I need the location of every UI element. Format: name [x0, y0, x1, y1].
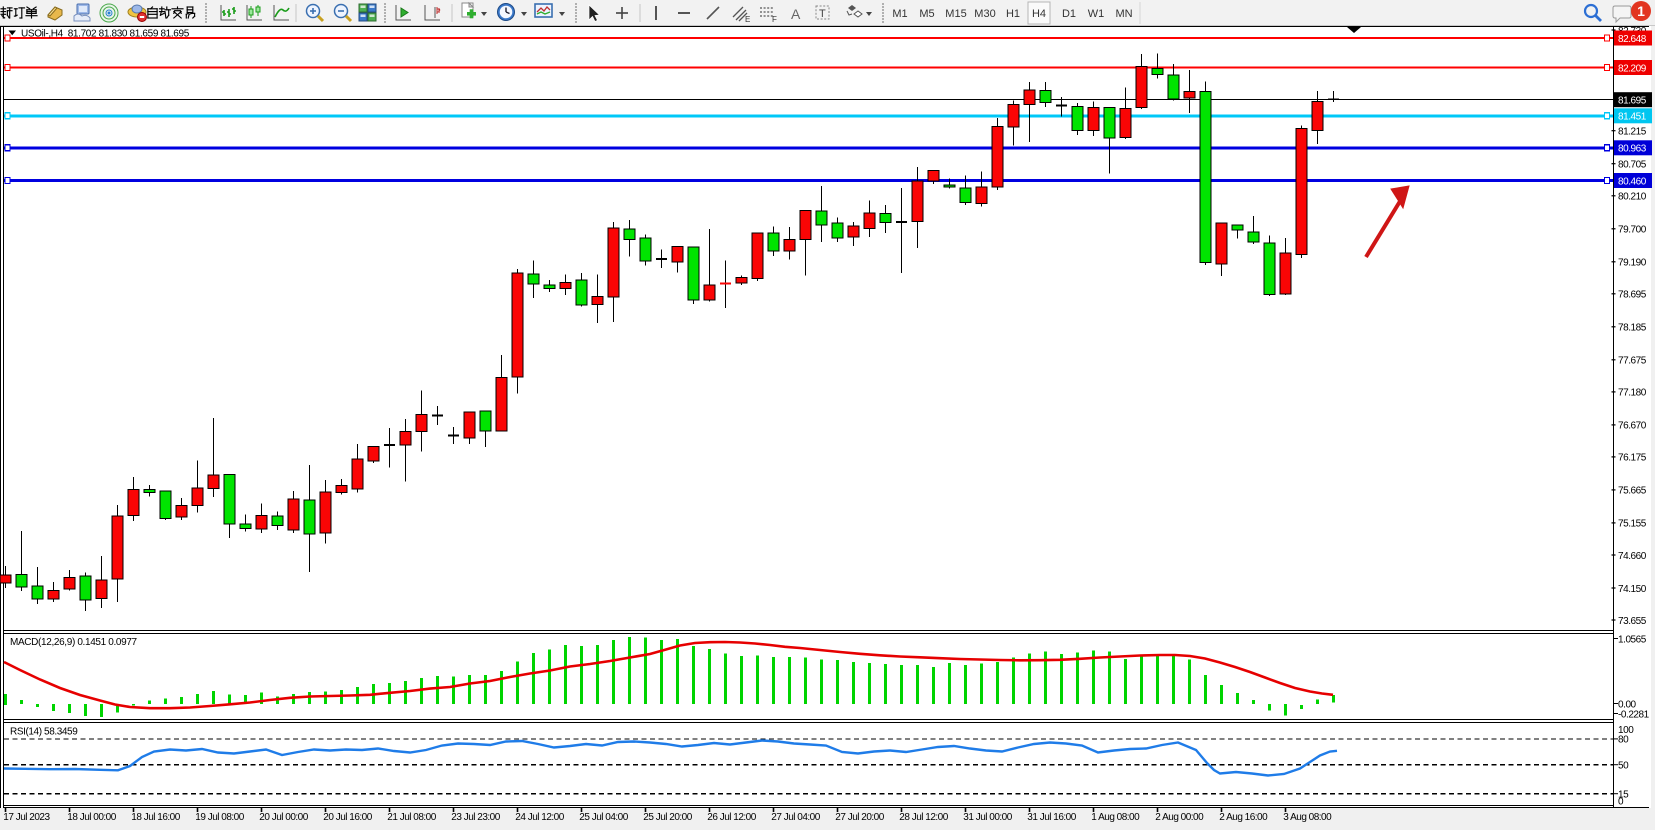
svg-text:100: 100	[1618, 725, 1634, 736]
svg-text:0: 0	[1618, 796, 1624, 807]
svg-text:27 Jul 20:00: 27 Jul 20:00	[835, 812, 884, 823]
svg-text:1.0565: 1.0565	[1618, 634, 1647, 645]
svg-text:2 Aug 00:00: 2 Aug 00:00	[1155, 812, 1204, 823]
svg-text:80.460: 80.460	[1618, 176, 1647, 187]
svg-text:-0.2281: -0.2281	[1618, 709, 1650, 720]
svg-text:81.215: 81.215	[1618, 127, 1647, 138]
svg-text:RSI(14) 58.3459: RSI(14) 58.3459	[10, 727, 78, 738]
svg-text:3 Aug 08:00: 3 Aug 08:00	[1283, 812, 1332, 823]
svg-text:74.150: 74.150	[1618, 584, 1647, 595]
svg-text:73.655: 73.655	[1618, 616, 1647, 627]
svg-text:18 Jul 00:00: 18 Jul 00:00	[67, 812, 116, 823]
svg-text:76.175: 76.175	[1618, 453, 1647, 464]
svg-text:28 Jul 12:00: 28 Jul 12:00	[899, 812, 948, 823]
svg-text:15: 15	[1618, 790, 1629, 801]
svg-text:MN: MN	[1115, 8, 1132, 20]
svg-text:76.670: 76.670	[1618, 421, 1647, 432]
svg-text:21 Jul 08:00: 21 Jul 08:00	[387, 812, 436, 823]
svg-text:31 Jul 16:00: 31 Jul 16:00	[1027, 812, 1076, 823]
svg-text:T: T	[819, 8, 826, 20]
svg-text:77.180: 77.180	[1618, 388, 1647, 399]
svg-text:80.210: 80.210	[1618, 192, 1647, 203]
svg-text:M5: M5	[919, 8, 934, 20]
svg-text:MACD(12,26,9) 0.1451 0.0977: MACD(12,26,9) 0.1451 0.0977	[10, 637, 138, 648]
svg-text:25 Jul 04:00: 25 Jul 04:00	[579, 812, 628, 823]
svg-text:1 Aug 08:00: 1 Aug 08:00	[1091, 812, 1140, 823]
svg-text:W1: W1	[1088, 8, 1105, 20]
svg-text:2 Aug 16:00: 2 Aug 16:00	[1219, 812, 1268, 823]
svg-text:M15: M15	[945, 8, 966, 20]
svg-text:19 Jul 08:00: 19 Jul 08:00	[195, 812, 244, 823]
svg-text:50: 50	[1618, 761, 1629, 772]
svg-text:D1: D1	[1062, 8, 1076, 20]
svg-text:80.963: 80.963	[1618, 144, 1647, 155]
svg-text:0.00: 0.00	[1618, 699, 1637, 710]
svg-text:79.190: 79.190	[1618, 258, 1647, 269]
svg-text:75.665: 75.665	[1618, 486, 1647, 497]
svg-text:A: A	[791, 6, 801, 22]
svg-text:H4: H4	[1032, 8, 1046, 20]
svg-text:82.209: 82.209	[1618, 63, 1647, 74]
svg-text:1: 1	[1637, 3, 1645, 19]
svg-text:79.700: 79.700	[1618, 225, 1647, 236]
svg-text:18 Jul 16:00: 18 Jul 16:00	[131, 812, 180, 823]
svg-text:31 Jul 00:00: 31 Jul 00:00	[963, 812, 1012, 823]
svg-text:77.675: 77.675	[1618, 356, 1647, 367]
svg-text:17 Jul 2023: 17 Jul 2023	[3, 812, 50, 823]
svg-text:80.705: 80.705	[1618, 160, 1647, 171]
svg-text:75.155: 75.155	[1618, 519, 1647, 530]
svg-text:M30: M30	[974, 8, 995, 20]
svg-text:26 Jul 12:00: 26 Jul 12:00	[707, 812, 756, 823]
svg-text:M1: M1	[892, 8, 907, 20]
svg-text:23 Jul 23:00: 23 Jul 23:00	[451, 812, 500, 823]
svg-text:78.695: 78.695	[1618, 290, 1647, 301]
svg-text:81.695: 81.695	[1618, 96, 1647, 107]
svg-text:20 Jul 16:00: 20 Jul 16:00	[323, 812, 372, 823]
svg-text:74.660: 74.660	[1618, 551, 1647, 562]
svg-text:USOil-,H4 81.702 81.830 81.65: USOil-,H4 81.702 81.830 81.659 81.695	[21, 29, 190, 40]
svg-text:80: 80	[1618, 735, 1629, 746]
svg-text:81.451: 81.451	[1618, 112, 1647, 123]
svg-text:F: F	[772, 15, 777, 24]
svg-text:24 Jul 12:00: 24 Jul 12:00	[515, 812, 564, 823]
svg-text:E: E	[745, 15, 750, 24]
svg-text:H1: H1	[1006, 8, 1020, 20]
svg-text:27 Jul 04:00: 27 Jul 04:00	[771, 812, 820, 823]
svg-text:25 Jul 20:00: 25 Jul 20:00	[643, 812, 692, 823]
svg-text:82.648: 82.648	[1618, 34, 1647, 45]
svg-text:20 Jul 00:00: 20 Jul 00:00	[259, 812, 308, 823]
svg-text:78.185: 78.185	[1618, 323, 1647, 334]
